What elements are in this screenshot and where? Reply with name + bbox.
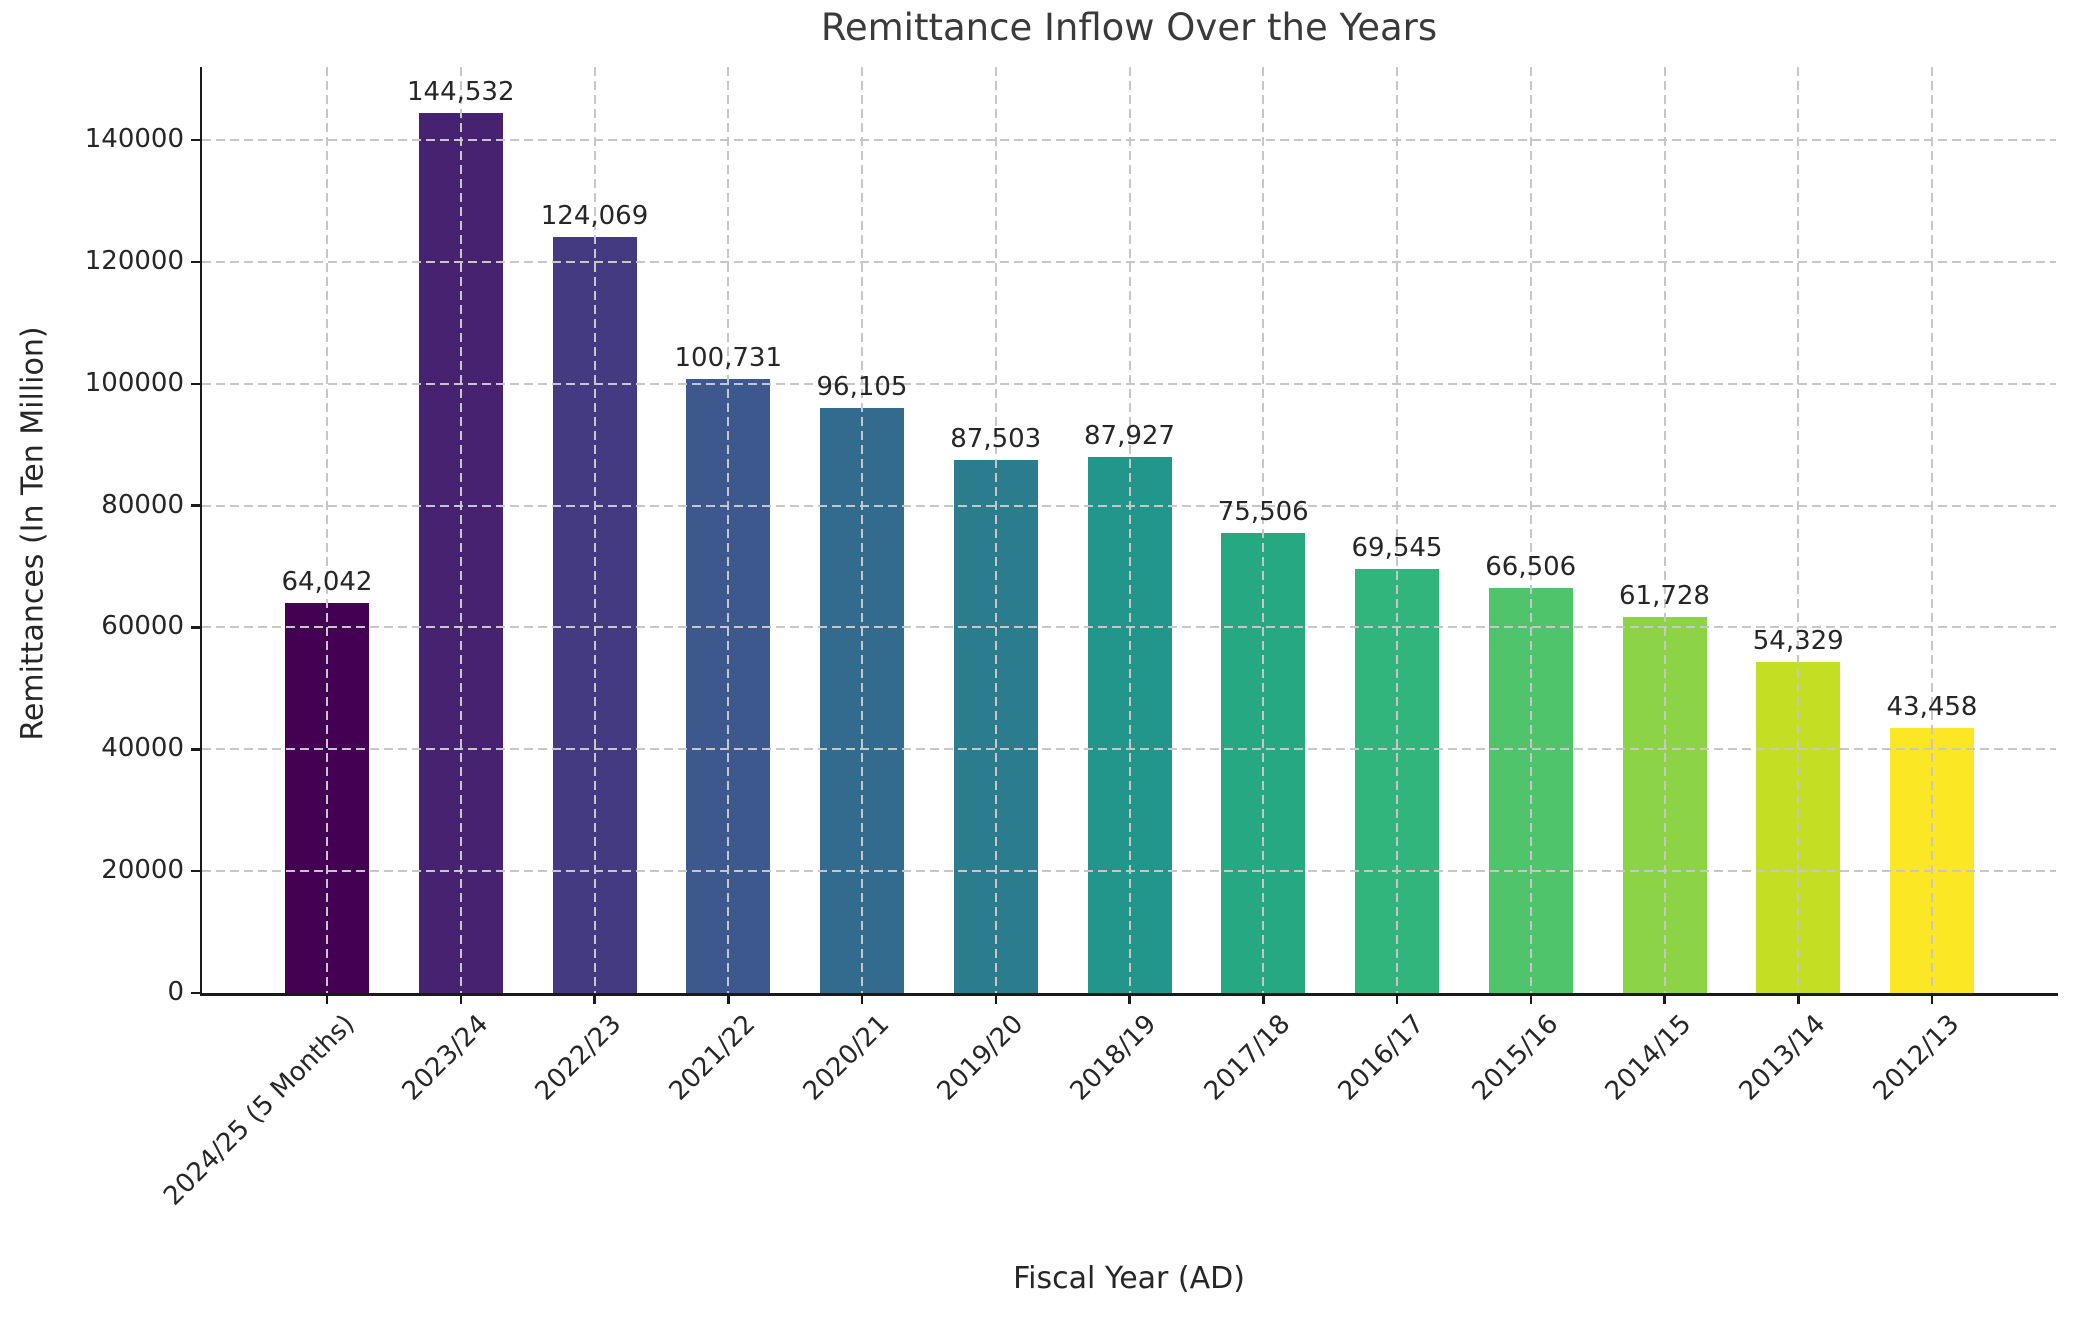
x-tick-label-2021/22: 2021/22 bbox=[663, 1009, 762, 1107]
x-tick-mark bbox=[459, 993, 462, 1004]
v-gridline-2020/21 bbox=[861, 67, 863, 993]
x-tick-mark bbox=[1128, 993, 1131, 1004]
y-tick-label: 80000 bbox=[101, 489, 184, 520]
x-tick-label-2013/14: 2013/14 bbox=[1733, 1009, 1832, 1107]
x-tick-label-2015/16: 2015/16 bbox=[1466, 1009, 1564, 1107]
y-tick-label: 0 bbox=[167, 977, 184, 1007]
bar-value-label: 43,458 bbox=[1886, 692, 1978, 723]
x-tick-mark bbox=[1529, 993, 1532, 1004]
y-tick-mark bbox=[191, 991, 202, 995]
bar-value-label: 87,927 bbox=[1084, 421, 1175, 452]
v-gridline-2018/19 bbox=[1128, 67, 1131, 993]
x-tick-label-2023/24: 2023/24 bbox=[396, 1009, 494, 1107]
x-tick-label-2024/25 (5 Months): 2024/25 (5 Months) bbox=[157, 1009, 361, 1212]
y-tick-mark bbox=[191, 626, 202, 629]
x-tick-mark bbox=[593, 993, 596, 1004]
x-tick-mark bbox=[1395, 993, 1399, 1004]
x-tick-mark bbox=[727, 993, 730, 1004]
v-gridline-2012/13 bbox=[1931, 67, 1933, 993]
x-tick-label-2016/17: 2016/17 bbox=[1332, 1009, 1431, 1107]
bar-value-label: 100,731 bbox=[674, 343, 783, 374]
y-tick-mark bbox=[191, 504, 202, 507]
x-tick-mark bbox=[860, 993, 864, 1004]
plot-area: 64,042 144,532 124,069 100,731 96,105 87,503 8… bbox=[202, 67, 2056, 993]
x-tick-mark bbox=[1797, 993, 1800, 1004]
bar-value-label: 96,105 bbox=[816, 371, 908, 402]
y-tick-mark bbox=[191, 382, 202, 386]
x-tick-label-2017/18: 2017/18 bbox=[1198, 1009, 1297, 1107]
bar-value-label: 61,728 bbox=[1619, 580, 1710, 611]
x-tick-mark bbox=[1663, 993, 1666, 1004]
bar-value-label: 54,329 bbox=[1752, 626, 1844, 657]
v-gridline-2017/18 bbox=[1262, 67, 1265, 993]
y-axis-label: Remittances (In Ten Million) bbox=[15, 326, 51, 741]
bar-value-label: 66,506 bbox=[1485, 551, 1577, 582]
bar-value-label: 69,545 bbox=[1351, 533, 1443, 564]
y-tick-label: 60000 bbox=[101, 611, 184, 642]
x-tick-label-2018/19: 2018/19 bbox=[1065, 1009, 1163, 1107]
v-gridline-2014/15 bbox=[1663, 67, 1666, 993]
x-tick-mark bbox=[994, 993, 997, 1004]
y-tick-mark bbox=[191, 748, 202, 751]
chart-title: Remittance Inflow Over the Years bbox=[820, 6, 1438, 49]
x-tick-label-2019/20: 2019/20 bbox=[931, 1009, 1029, 1107]
bar-value-label: 87,503 bbox=[950, 423, 1042, 454]
bar-value-label: 144,532 bbox=[406, 76, 515, 107]
y-tick-label: 100000 bbox=[84, 367, 184, 398]
v-gridline-2024/25 (5 Months) bbox=[326, 67, 328, 993]
bar-value-label: 124,069 bbox=[540, 201, 649, 232]
y-tick-mark bbox=[191, 869, 202, 873]
x-tick-label-2020/21: 2020/21 bbox=[797, 1009, 896, 1107]
v-gridline-2015/16 bbox=[1529, 67, 1532, 993]
x-tick-label-2012/13: 2012/13 bbox=[1867, 1009, 1966, 1107]
v-gridline-2013/14 bbox=[1797, 67, 1800, 993]
v-gridline-2021/22 bbox=[727, 67, 730, 993]
y-tick-label: 140000 bbox=[84, 124, 184, 155]
v-gridline-2016/17 bbox=[1396, 67, 1398, 993]
y-tick-mark bbox=[191, 260, 202, 264]
y-tick-label: 120000 bbox=[84, 245, 184, 276]
x-tick-label-2014/15: 2014/15 bbox=[1600, 1009, 1698, 1107]
x-tick-mark bbox=[1262, 993, 1265, 1004]
y-tick-label: 20000 bbox=[101, 855, 184, 886]
y-axis-spine bbox=[199, 67, 202, 995]
x-tick-mark bbox=[1930, 993, 1934, 1004]
bar-value-label: 75,506 bbox=[1217, 497, 1309, 528]
v-gridline-2019/20 bbox=[994, 67, 997, 993]
y-tick-mark bbox=[191, 138, 202, 142]
x-tick-label-2022/23: 2022/23 bbox=[530, 1009, 628, 1107]
y-tick-label: 40000 bbox=[101, 733, 184, 764]
v-gridline-2023/24 bbox=[459, 67, 462, 993]
x-tick-mark bbox=[325, 993, 329, 1004]
bar-value-label: 64,042 bbox=[281, 566, 373, 597]
v-gridline-2022/23 bbox=[593, 67, 596, 993]
x-axis-label: Fiscal Year (AD) bbox=[1013, 1261, 1245, 1296]
